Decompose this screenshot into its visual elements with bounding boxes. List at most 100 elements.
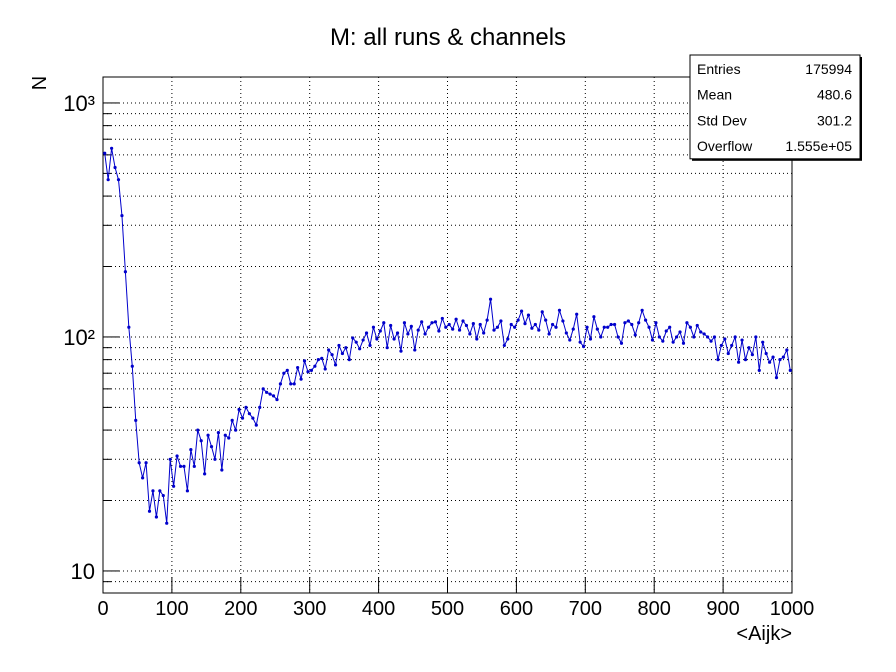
- x-tick-label: 600: [500, 598, 533, 620]
- x-tick-label: 900: [706, 598, 739, 620]
- stats-label: Overflow: [697, 138, 753, 154]
- data-point: [306, 370, 310, 374]
- data-point: [161, 493, 165, 498]
- data-point: [747, 346, 751, 350]
- data-point: [364, 331, 369, 335]
- stats-value: 301.2: [817, 112, 852, 128]
- data-point: [361, 338, 365, 342]
- x-tick-label: 700: [569, 598, 602, 620]
- data-point: [258, 405, 262, 409]
- x-axis-label: <Aijk>: [736, 623, 792, 645]
- data-point: [426, 325, 431, 329]
- data-point: [712, 335, 717, 339]
- data-point: [113, 165, 117, 170]
- data-point: [399, 349, 403, 353]
- data-point: [247, 412, 252, 416]
- stats-value: 175994: [805, 61, 852, 77]
- data-point: [637, 321, 641, 325]
- data-point: [141, 476, 145, 480]
- data-point: [203, 472, 207, 476]
- data-point: [457, 328, 462, 332]
- data-point: [526, 313, 531, 317]
- data-point: [147, 509, 152, 513]
- data-point: [581, 344, 586, 349]
- data-point: [168, 457, 172, 461]
- data-point: [251, 416, 255, 420]
- data-point: [378, 329, 382, 333]
- x-tick-label: 0: [97, 598, 108, 620]
- stats-value: 480.6: [817, 87, 852, 103]
- data-point: [395, 331, 400, 335]
- x-tick-label: 300: [293, 598, 326, 620]
- data-point: [437, 329, 441, 333]
- data-point: [430, 321, 434, 325]
- data-point: [781, 355, 785, 359]
- data-point: [716, 358, 720, 362]
- data-point: [416, 328, 420, 332]
- data-point: [461, 319, 465, 323]
- data-point: [647, 325, 651, 329]
- data-point: [223, 433, 227, 437]
- data-point: [330, 353, 334, 357]
- data-point: [588, 337, 593, 341]
- data-point: [340, 351, 345, 356]
- data-point: [495, 325, 500, 329]
- data-point: [737, 360, 741, 364]
- data-point: [499, 319, 503, 323]
- data-point: [433, 320, 438, 324]
- data-point: [774, 376, 779, 380]
- data-point: [709, 339, 713, 343]
- y-tick-label: 10²: [63, 325, 95, 350]
- data-point: [785, 348, 789, 352]
- data-point: [237, 407, 241, 412]
- data-point: [513, 325, 517, 329]
- data-point: [768, 360, 772, 364]
- data-point: [278, 382, 283, 386]
- y-tick-label: 10³: [63, 91, 95, 116]
- data-point: [282, 371, 286, 375]
- data-point: [103, 151, 107, 155]
- data-point: [120, 214, 124, 218]
- data-point: [265, 390, 269, 394]
- data-point: [333, 363, 338, 367]
- y-axis-label: N: [29, 76, 51, 90]
- stats-value: 1.555e+05: [785, 138, 852, 154]
- x-tick-label: 200: [224, 598, 257, 620]
- data-point: [196, 428, 200, 432]
- stats-label: Std Dev: [697, 112, 747, 128]
- data-point: [630, 322, 634, 327]
- data-point: [657, 335, 661, 339]
- data-point: [695, 323, 699, 328]
- data-point: [299, 377, 303, 381]
- data-point: [106, 178, 110, 182]
- stats-label: Entries: [697, 61, 741, 77]
- data-point: [506, 337, 510, 341]
- data-point: [440, 316, 444, 321]
- data-point: [674, 335, 679, 339]
- data-point: [389, 323, 393, 328]
- data-point: [626, 319, 630, 323]
- data-point: [354, 340, 358, 344]
- data-point: [375, 337, 379, 341]
- data-point: [285, 368, 289, 372]
- data-point: [554, 325, 558, 329]
- data-point: [234, 428, 238, 432]
- data-point: [244, 405, 248, 409]
- data-point: [754, 335, 758, 339]
- data-point: [492, 328, 496, 332]
- data-point: [533, 322, 537, 327]
- data-point: [323, 367, 327, 371]
- stats-frame: [689, 54, 861, 160]
- data-point: [116, 178, 121, 182]
- data-point: [185, 489, 190, 493]
- data-point: [337, 343, 341, 348]
- data-point: [199, 439, 203, 443]
- data-point: [230, 418, 234, 422]
- data-point: [575, 312, 579, 316]
- data-point: [619, 341, 624, 345]
- data-point: [347, 358, 351, 362]
- plot-area: 10 10² 10³ 0 100 200 300 400 500 600 700 800 900 1000: [63, 76, 814, 620]
- data-point: [358, 347, 362, 351]
- data-point: [382, 321, 386, 325]
